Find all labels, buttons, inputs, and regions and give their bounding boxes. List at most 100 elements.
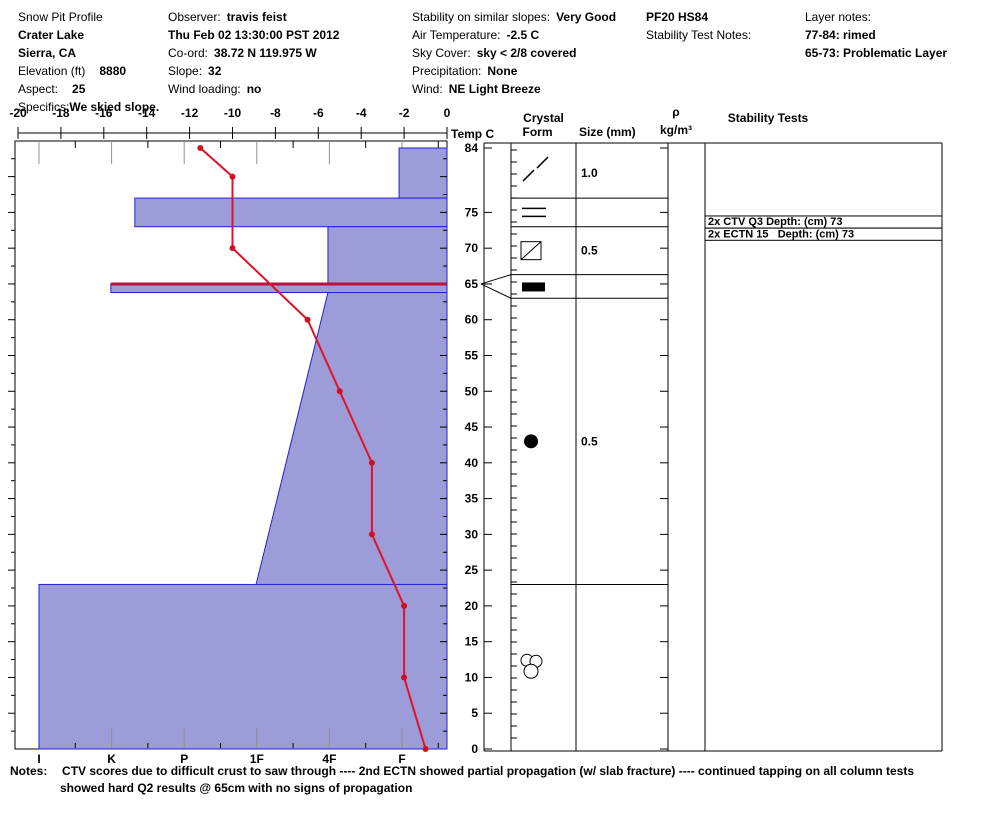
aspect-value: 25: [72, 82, 86, 96]
notes-label: Notes:: [10, 764, 48, 778]
svg-text:15: 15: [465, 635, 479, 649]
svg-text:25: 25: [465, 563, 479, 577]
specifics-label: Specifics:: [18, 100, 70, 114]
svg-text:0: 0: [444, 106, 451, 120]
svg-text:1.0: 1.0: [581, 166, 598, 180]
temperature-point: [336, 388, 343, 395]
crystal-symbol-graupel: [520, 653, 543, 679]
temperature-point: [401, 602, 408, 609]
site-location: Crater Lake: [18, 28, 85, 42]
stability-label: Stability on similar slopes:: [412, 10, 551, 24]
page-title: Snow Pit Profile: [18, 10, 103, 24]
notes-text-2: showed hard Q2 results @ 65cm with no si…: [60, 781, 413, 795]
svg-text:P: P: [180, 752, 188, 766]
layer-note-2: 65-73: Problematic Layer: [805, 46, 948, 60]
wind-label: Wind:: [412, 82, 443, 96]
svg-text:-12: -12: [181, 106, 199, 120]
crystal-symbol-filled-dot: [524, 434, 538, 449]
precip-label: Precipitation:: [412, 64, 482, 78]
layer-notes-label: Layer notes:: [805, 10, 872, 24]
hardness-layer: [38, 583, 448, 750]
svg-text:Stability Tests: Stability Tests: [728, 111, 809, 125]
temperature-point: [368, 531, 375, 538]
svg-text:Temp C: Temp C: [451, 127, 494, 141]
svg-text:0.5: 0.5: [581, 434, 598, 448]
svg-text:60: 60: [465, 313, 479, 327]
svg-text:45: 45: [465, 420, 479, 434]
svg-text:K: K: [107, 752, 116, 766]
precip-value: None: [487, 64, 518, 78]
wind-value: NE Light Breeze: [448, 82, 541, 96]
header-col-layer-notes: Layer notes: 77-84: rimed 65-73: Problem…: [805, 8, 947, 62]
svg-text:10: 10: [465, 670, 479, 684]
pit-code: PF20 HS84: [646, 10, 709, 24]
svg-text:ρ: ρ: [672, 105, 679, 119]
specifics-row: Specifics:We skied slope.: [18, 98, 159, 116]
stability-test-box: [704, 227, 943, 241]
temperature-line: [197, 145, 429, 752]
svg-text:30: 30: [465, 527, 479, 541]
temperature-point: [229, 245, 236, 252]
svg-text:-6: -6: [313, 106, 324, 120]
slope-label: Slope:: [168, 64, 203, 78]
notes-text-1: CTV scores due to difficult crust to saw…: [62, 764, 915, 778]
wind-loading-label: Wind loading:: [168, 82, 241, 96]
svg-text:40: 40: [465, 456, 479, 470]
svg-text:I: I: [37, 752, 40, 766]
header-col-site: Snow Pit Profile Crater Lake Sierra, CA …: [18, 8, 159, 116]
hardness-layer: [398, 147, 448, 199]
temperature-point: [229, 173, 236, 180]
header-col-conditions: Stability on similar slopes: Very Good Ai…: [412, 8, 616, 98]
crystal-symbol-square-slash: [520, 241, 542, 261]
svg-text:Size (mm): Size (mm): [579, 125, 636, 139]
svg-text:20: 20: [465, 599, 479, 613]
concern-brace: [480, 274, 512, 299]
svg-text:4F: 4F: [322, 752, 336, 766]
coord-value: 38.72 N 119.975 W: [214, 46, 317, 60]
wind-loading-value: no: [246, 82, 262, 96]
site-region: Sierra, CA: [18, 46, 77, 60]
svg-text:F: F: [398, 752, 405, 766]
svg-text:-4: -4: [356, 106, 367, 120]
svg-text:65: 65: [465, 277, 479, 291]
observer-value: travis feist: [226, 10, 287, 24]
svg-text:-8: -8: [270, 106, 281, 120]
sky-cover-value: sky < 2/8 covered: [476, 46, 577, 60]
svg-text:75: 75: [465, 205, 479, 219]
svg-text:kg/m³: kg/m³: [660, 123, 692, 137]
pit-datetime: Thu Feb 02 13:30:00 PST 2012: [168, 28, 340, 42]
svg-text:50: 50: [465, 384, 479, 398]
svg-text:-2: -2: [399, 106, 410, 120]
hardness-bars: [38, 147, 448, 750]
crystal-rows: 1.0 0.5 0.5: [511, 156, 668, 679]
stability-test-notes-label: Stability Test Notes:: [646, 28, 752, 42]
sky-cover-label: Sky Cover:: [412, 46, 471, 60]
svg-text:0.5: 0.5: [581, 244, 598, 258]
svg-text:-10: -10: [224, 106, 242, 120]
temperature-point: [197, 145, 204, 151]
specifics-value: We skied slope.: [69, 100, 160, 114]
header-col-observer: Observer: travis feist Thu Feb 02 13:30:0…: [168, 8, 339, 98]
stability-value: Very Good: [556, 10, 617, 24]
temperature-point: [368, 459, 375, 466]
svg-text:-20: -20: [9, 106, 27, 120]
hardness-layer: [327, 226, 448, 285]
svg-text:Form: Form: [523, 125, 553, 139]
notes-line-1: Notes: CTV scores due to difficult crust…: [10, 764, 914, 778]
layer-note-1: 77-84: rimed: [805, 28, 876, 42]
depth-edge-ticks: [8, 158, 447, 732]
air-temp-value: -2.5 C: [506, 28, 540, 42]
crystal-symbol-horizontal-lines: [522, 207, 546, 218]
svg-text:5: 5: [471, 706, 478, 720]
aspect-label: Aspect:: [18, 82, 59, 96]
observer-label: Observer:: [168, 10, 221, 24]
crystal-symbol-ice-bar: [522, 282, 545, 292]
temperature-point: [422, 746, 429, 752]
elevation-label: Elevation (ft): [18, 64, 86, 78]
svg-text:Crystal: Crystal: [523, 111, 564, 125]
svg-text:-14: -14: [138, 106, 156, 120]
aspect-row: Aspect: 25: [18, 80, 159, 98]
